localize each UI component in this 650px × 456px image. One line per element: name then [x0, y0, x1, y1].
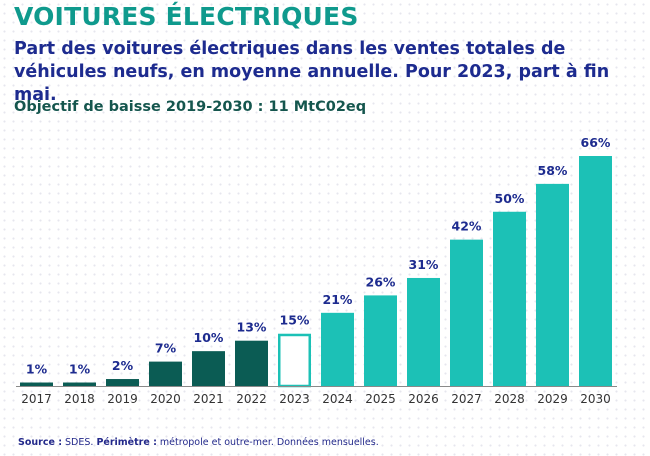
value-label: 2%	[112, 358, 134, 373]
bar-2019	[106, 379, 139, 386]
page-title: VOITURES ÉLECTRIQUES	[14, 2, 359, 31]
bar-2030	[579, 156, 612, 386]
value-label: 13%	[237, 320, 267, 335]
chart-subtitle: Part des voitures électriques dans les v…	[14, 39, 610, 105]
source-label: Source :	[18, 437, 62, 448]
bar-2018	[63, 382, 96, 386]
bar-chart: 1% 2017 1% 2018 2% 2019 7% 2020 10% 2021 13% 2022 15…	[16, 135, 617, 406]
bar-2029	[536, 183, 569, 386]
x-tick-label: 2027	[451, 392, 482, 406]
scope-label: Périmètre :	[96, 437, 157, 448]
bar-2021	[192, 351, 225, 386]
x-tick-label: 2017	[21, 392, 52, 406]
value-label: 31%	[409, 257, 439, 272]
x-tick-label: 2023	[279, 392, 310, 406]
source-text: SDES.	[62, 437, 97, 448]
x-tick-label: 2025	[365, 392, 396, 406]
bar-2024	[321, 312, 354, 386]
x-tick-label: 2024	[322, 392, 353, 406]
value-label: 1%	[26, 362, 48, 377]
x-tick-label: 2029	[537, 392, 568, 406]
x-tick-label: 2030	[580, 392, 611, 406]
bar-2026	[407, 277, 440, 386]
objective-text: Objectif de baisse 2019-2030 : 11 MtC02e…	[14, 99, 367, 115]
x-tick-label: 2020	[150, 392, 181, 406]
bar-2025	[364, 295, 397, 386]
bar-2020	[149, 361, 182, 386]
value-label: 15%	[280, 313, 310, 328]
bar-2028	[493, 211, 526, 386]
value-label: 58%	[538, 163, 568, 178]
scope-text: métropole et outre-mer. Données mensuell…	[156, 437, 379, 448]
x-tick-label: 2018	[64, 392, 95, 406]
bar-2023	[278, 333, 311, 388]
bar-2017	[20, 382, 53, 386]
value-label: 21%	[323, 292, 353, 307]
x-tick-label: 2026	[408, 392, 439, 406]
value-label: 7%	[155, 341, 177, 356]
x-tick-label: 2022	[236, 392, 267, 406]
value-label: 42%	[452, 219, 482, 234]
value-label: 66%	[581, 135, 611, 150]
value-label: 50%	[495, 191, 525, 206]
x-tick-label: 2021	[193, 392, 224, 406]
bar-2027	[450, 239, 483, 386]
source-note: Source : SDES. Périmètre : métropole et …	[18, 437, 379, 448]
value-label: 26%	[366, 274, 396, 289]
x-tick-label: 2028	[494, 392, 525, 406]
x-tick-label: 2019	[107, 392, 138, 406]
value-label: 1%	[69, 362, 91, 377]
bar-2022	[235, 340, 268, 386]
value-label: 10%	[194, 330, 224, 345]
